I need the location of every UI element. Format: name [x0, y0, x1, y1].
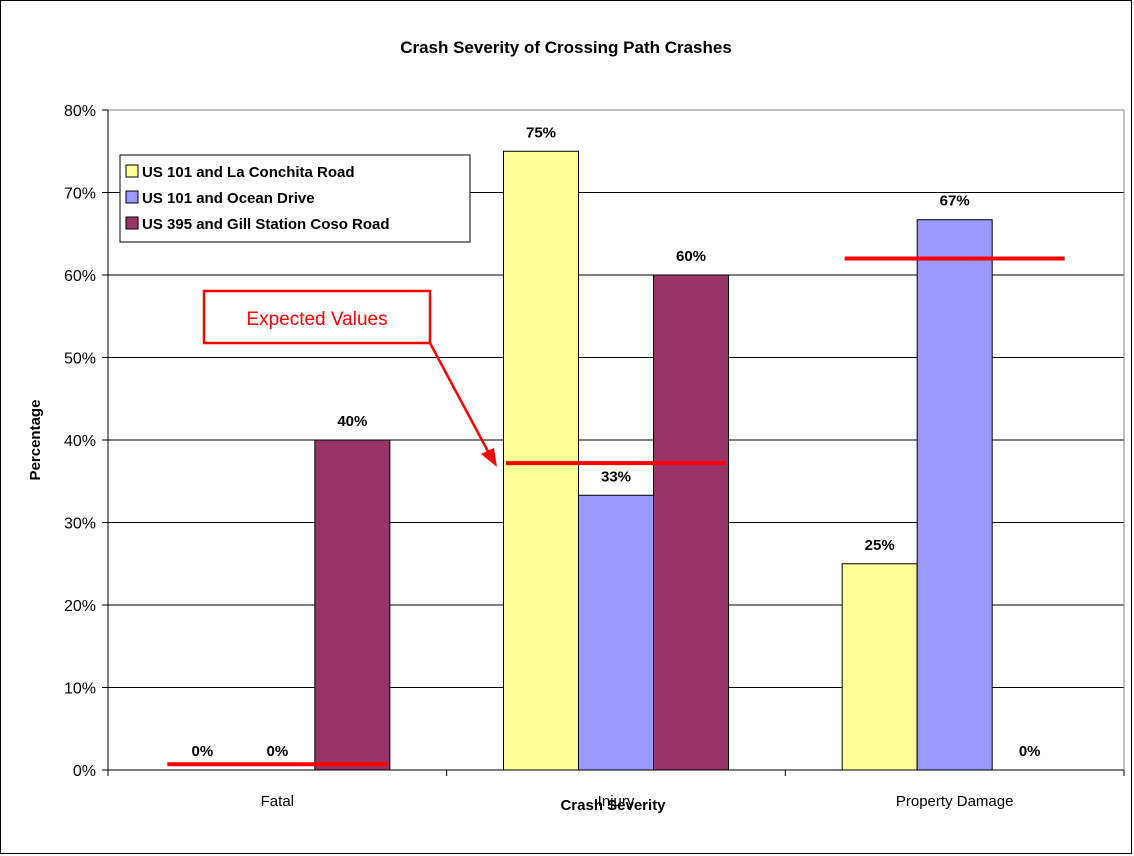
annotation-label: Expected Values	[246, 309, 387, 330]
legend-label: US 101 and Ocean Drive	[142, 190, 315, 207]
data-labels: 0% 75% 25% 0% 33% 67% 40% 60% 0%	[191, 124, 1040, 760]
y-tick-label: 60%	[64, 268, 96, 285]
data-label: 60%	[676, 248, 706, 265]
x-category-label: Fatal	[261, 793, 294, 810]
legend-swatch	[125, 190, 139, 204]
data-label: 0%	[266, 743, 288, 760]
y-tick-label: 80%	[64, 103, 96, 120]
legend-label: US 101 and La Conchita Road	[142, 164, 355, 181]
bar	[314, 439, 391, 771]
y-tick-label: 70%	[64, 186, 96, 203]
data-label: 33%	[601, 468, 631, 485]
y-tick-label: 30%	[64, 516, 96, 533]
bar	[578, 494, 654, 771]
expected-values-annotation: Expected Values	[202, 289, 497, 467]
y-tick-label: 40%	[64, 433, 96, 450]
y-tick-label: 20%	[64, 598, 96, 615]
legend-swatch	[125, 164, 139, 178]
x-category-label: Property Damage	[896, 793, 1014, 810]
y-tick-label: 10%	[64, 681, 96, 698]
bar	[503, 150, 579, 771]
legend-box	[119, 154, 471, 243]
expected-value-lines	[167, 256, 1065, 767]
data-label: 0%	[1019, 743, 1041, 760]
data-label: 25%	[865, 537, 895, 554]
y-tick-label: 50%	[64, 351, 96, 368]
data-label: 67%	[940, 193, 970, 210]
legend-label: US 395 and Gill Station Coso Road	[142, 216, 390, 233]
legend: US 101 and La Conchita Road US 101 and Oc…	[119, 154, 471, 243]
data-label: 75%	[526, 124, 556, 141]
data-label: 40%	[337, 413, 367, 430]
x-axis-label: Crash Severity	[560, 797, 666, 814]
data-label: 0%	[191, 743, 213, 760]
bars	[314, 150, 993, 771]
y-tick-label: 0%	[73, 763, 96, 780]
x-axis: Fatal Injury Property Damage	[107, 770, 1125, 810]
x-category-label: Injury	[598, 793, 635, 810]
bar	[841, 563, 918, 771]
legend-swatch	[125, 216, 139, 230]
bar	[653, 274, 729, 771]
y-axis-label: Percentage	[27, 400, 44, 481]
chart-title: Crash Severity of Crossing Path Crashes	[400, 38, 732, 57]
bar	[916, 219, 993, 771]
